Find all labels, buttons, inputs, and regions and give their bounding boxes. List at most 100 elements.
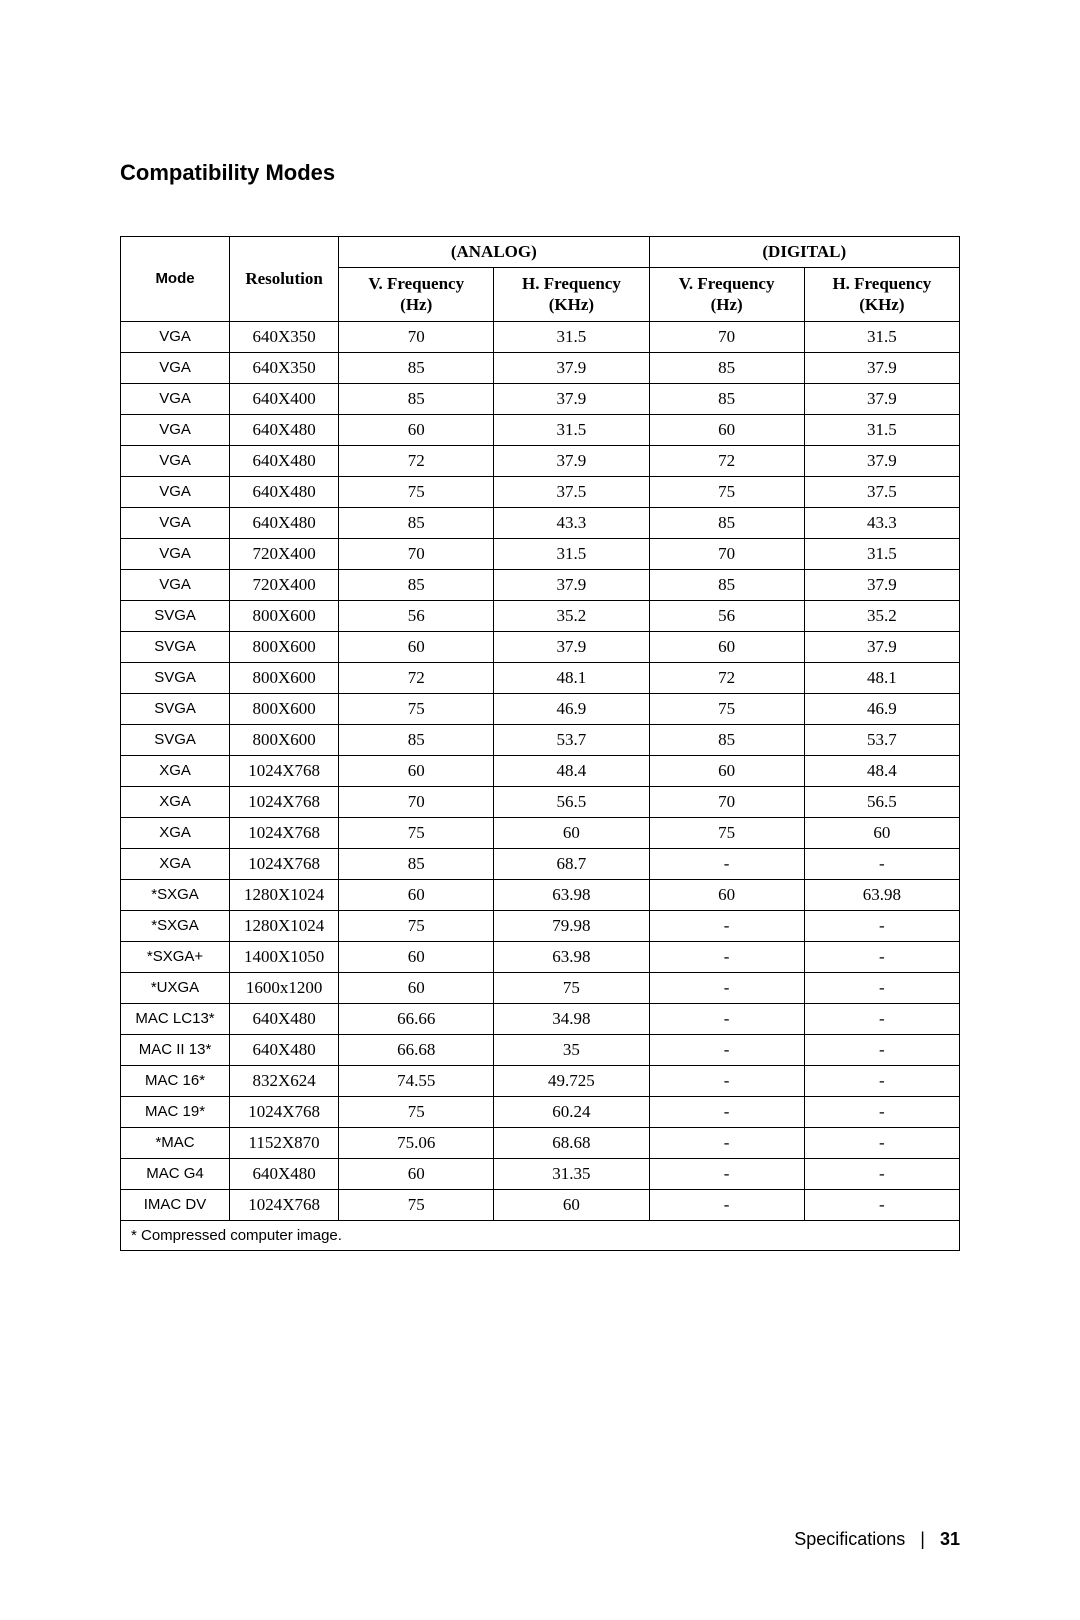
cell-analog-hfreq: 79.98 [494, 910, 649, 941]
cell-analog-vfreq: 85 [339, 848, 494, 879]
cell-digital-hfreq: 37.9 [804, 352, 959, 383]
table-row: *SXGA1280X10246063.986063.98 [121, 879, 960, 910]
cell-digital-hfreq: 35.2 [804, 600, 959, 631]
cell-digital-hfreq: - [804, 1158, 959, 1189]
cell-digital-hfreq: 37.9 [804, 445, 959, 476]
cell-mode: SVGA [121, 600, 230, 631]
cell-resolution: 1600x1200 [230, 972, 339, 1003]
cell-mode: SVGA [121, 662, 230, 693]
table-header-row-1: Mode Resolution (ANALOG) (DIGITAL) [121, 237, 960, 268]
cell-digital-vfreq: 60 [649, 879, 804, 910]
cell-digital-hfreq: 63.98 [804, 879, 959, 910]
cell-digital-vfreq: 85 [649, 352, 804, 383]
cell-resolution: 640X400 [230, 383, 339, 414]
cell-digital-vfreq: 60 [649, 755, 804, 786]
cell-analog-hfreq: 35 [494, 1034, 649, 1065]
page-footer: Specifications | 31 [794, 1529, 960, 1550]
hfreq-unit: (KHz) [859, 295, 904, 314]
cell-digital-hfreq: - [804, 941, 959, 972]
table-row: VGA640X4008537.98537.9 [121, 383, 960, 414]
cell-digital-hfreq: 31.5 [804, 414, 959, 445]
cell-analog-vfreq: 75.06 [339, 1127, 494, 1158]
cell-digital-vfreq: 70 [649, 321, 804, 352]
cell-resolution: 640X350 [230, 352, 339, 383]
table-row: XGA1024X7686048.46048.4 [121, 755, 960, 786]
cell-digital-vfreq: 60 [649, 414, 804, 445]
cell-mode: *UXGA [121, 972, 230, 1003]
cell-resolution: 1400X1050 [230, 941, 339, 972]
cell-digital-hfreq: - [804, 1096, 959, 1127]
table-row: *SXGA1280X10247579.98-- [121, 910, 960, 941]
vfreq-unit: (Hz) [400, 295, 432, 314]
cell-analog-vfreq: 70 [339, 538, 494, 569]
hfreq-unit: (KHz) [549, 295, 594, 314]
hfreq-label: H. Frequency [832, 274, 931, 293]
cell-digital-vfreq: 75 [649, 817, 804, 848]
cell-analog-vfreq: 74.55 [339, 1065, 494, 1096]
cell-analog-hfreq: 37.9 [494, 352, 649, 383]
cell-resolution: 1024X768 [230, 1189, 339, 1220]
table-body: VGA640X3507031.57031.5VGA640X3508537.985… [121, 321, 960, 1220]
cell-resolution: 640X480 [230, 1003, 339, 1034]
cell-analog-vfreq: 85 [339, 569, 494, 600]
cell-resolution: 1024X768 [230, 786, 339, 817]
cell-analog-hfreq: 46.9 [494, 693, 649, 724]
cell-analog-hfreq: 37.9 [494, 383, 649, 414]
table-row: SVGA800X6007546.97546.9 [121, 693, 960, 724]
cell-digital-hfreq: 48.1 [804, 662, 959, 693]
hfreq-label: H. Frequency [522, 274, 621, 293]
cell-analog-hfreq: 48.1 [494, 662, 649, 693]
cell-resolution: 640X480 [230, 507, 339, 538]
footer-separator: | [920, 1529, 925, 1549]
cell-mode: *MAC [121, 1127, 230, 1158]
cell-mode: VGA [121, 414, 230, 445]
cell-digital-hfreq: 37.9 [804, 383, 959, 414]
table-row: MAC II 13*640X48066.6835-- [121, 1034, 960, 1065]
cell-analog-vfreq: 85 [339, 383, 494, 414]
table-row: VGA640X4807537.57537.5 [121, 476, 960, 507]
cell-analog-hfreq: 31.35 [494, 1158, 649, 1189]
cell-resolution: 640X480 [230, 445, 339, 476]
cell-mode: VGA [121, 569, 230, 600]
cell-resolution: 1024X768 [230, 848, 339, 879]
cell-analog-hfreq: 60.24 [494, 1096, 649, 1127]
cell-analog-vfreq: 60 [339, 972, 494, 1003]
cell-digital-hfreq: - [804, 972, 959, 1003]
cell-resolution: 1280X1024 [230, 910, 339, 941]
cell-analog-hfreq: 63.98 [494, 879, 649, 910]
cell-analog-hfreq: 60 [494, 817, 649, 848]
cell-digital-vfreq: 85 [649, 383, 804, 414]
cell-resolution: 720X400 [230, 569, 339, 600]
cell-mode: MAC II 13* [121, 1034, 230, 1065]
cell-resolution: 640X480 [230, 414, 339, 445]
col-resolution: Resolution [230, 237, 339, 322]
cell-analog-hfreq: 31.5 [494, 538, 649, 569]
cell-mode: *SXGA+ [121, 941, 230, 972]
cell-digital-vfreq: 85 [649, 507, 804, 538]
cell-digital-hfreq: 43.3 [804, 507, 959, 538]
cell-mode: IMAC DV [121, 1189, 230, 1220]
cell-mode: SVGA [121, 693, 230, 724]
table-row: XGA1024X76875607560 [121, 817, 960, 848]
cell-analog-vfreq: 72 [339, 662, 494, 693]
cell-digital-vfreq: 70 [649, 538, 804, 569]
col-analog-hfreq: H. Frequency (KHz) [494, 268, 649, 322]
table-row: VGA640X3507031.57031.5 [121, 321, 960, 352]
col-analog: (ANALOG) [339, 237, 649, 268]
table-row: MAC LC13*640X48066.6634.98-- [121, 1003, 960, 1034]
cell-digital-hfreq: 37.9 [804, 569, 959, 600]
document-page: Compatibility Modes Mode Resolution (ANA… [0, 0, 1080, 1620]
cell-analog-hfreq: 68.7 [494, 848, 649, 879]
cell-digital-vfreq: - [649, 848, 804, 879]
cell-resolution: 800X600 [230, 662, 339, 693]
cell-digital-hfreq: 46.9 [804, 693, 959, 724]
table-row: XGA1024X7688568.7-- [121, 848, 960, 879]
table-row: IMAC DV1024X7687560-- [121, 1189, 960, 1220]
cell-digital-hfreq: - [804, 1127, 959, 1158]
cell-digital-vfreq: - [649, 1034, 804, 1065]
cell-mode: VGA [121, 476, 230, 507]
cell-digital-hfreq: 48.4 [804, 755, 959, 786]
cell-resolution: 1152X870 [230, 1127, 339, 1158]
cell-mode: VGA [121, 507, 230, 538]
cell-mode: MAC 16* [121, 1065, 230, 1096]
